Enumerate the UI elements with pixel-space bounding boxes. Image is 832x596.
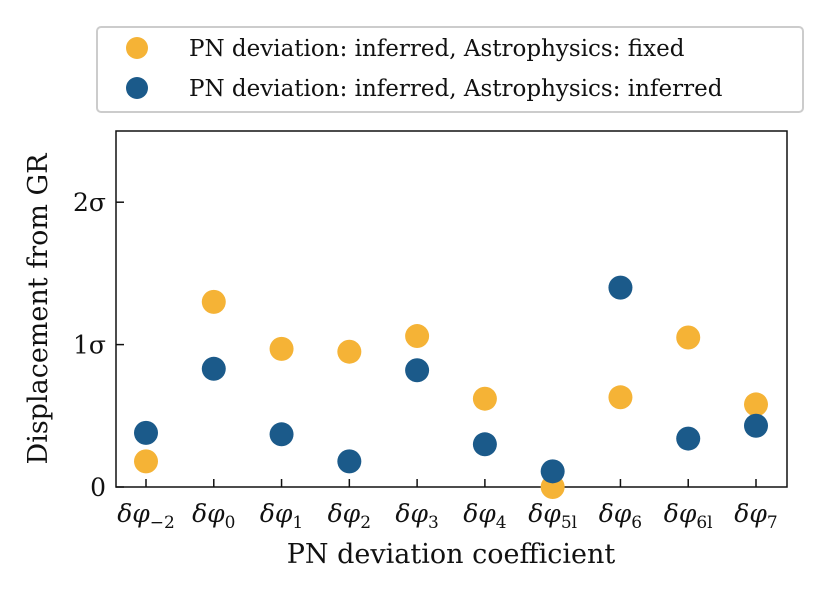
x-tick-label-symbol: δφ xyxy=(395,499,428,528)
point-astro-inferred xyxy=(676,426,701,451)
x-tick-label-subscript: 7 xyxy=(767,513,778,533)
point-astro-fixed xyxy=(337,339,362,364)
legend: PN deviation: inferred, Astrophysics: fi… xyxy=(96,26,804,113)
x-axis-label: PN deviation coefficient xyxy=(287,539,616,570)
y-axis: 0 1σ 2σ xyxy=(73,188,124,502)
point-astro-fixed xyxy=(405,324,430,349)
x-tick-label-subscript: 1 xyxy=(292,513,303,533)
y-tick-label: 1σ xyxy=(73,331,106,360)
legend-marker-fixed xyxy=(126,37,148,59)
x-tick-label: δφ3 xyxy=(395,499,438,533)
x-tick-label-subscript: 6 xyxy=(631,513,642,533)
legend-frame xyxy=(96,26,804,113)
x-tick-label: δφ2 xyxy=(328,499,371,533)
point-astro-inferred xyxy=(472,432,497,457)
point-astro-fixed xyxy=(676,325,701,350)
x-tick-label-subscript: 5l xyxy=(561,513,577,533)
point-astro-inferred xyxy=(134,420,158,445)
x-tick-label: δφ4 xyxy=(463,499,506,533)
x-tick-label: δφ6 xyxy=(599,499,642,533)
x-tick-label: δφ0 xyxy=(192,499,235,533)
x-tick-label-symbol: δφ xyxy=(528,499,561,528)
point-astro-inferred xyxy=(405,358,430,383)
x-tick-label-subscript: −2 xyxy=(150,513,175,533)
point-astro-inferred xyxy=(201,356,226,381)
point-astro-fixed xyxy=(608,385,633,410)
x-tick-label-subscript: 4 xyxy=(496,513,507,533)
y-tick-label: 2σ xyxy=(73,188,106,217)
x-tick-label-symbol: δφ xyxy=(599,499,632,528)
point-astro-inferred xyxy=(744,413,768,438)
x-tick-label: δφ5l xyxy=(528,499,577,533)
data-points xyxy=(134,275,768,499)
x-tick-label-symbol: δφ xyxy=(328,499,361,528)
x-tick-label-symbol: δφ xyxy=(260,499,293,528)
x-axis: δφ−2 δφ0 δφ1 δφ2 δφ3 δφ4 δφ5l δφ6 δφ6l δφ7 xyxy=(117,479,778,533)
x-tick-label-symbol: δφ xyxy=(734,499,767,528)
legend-label-fixed: PN deviation: inferred, Astrophysics: fi… xyxy=(189,36,685,62)
point-astro-fixed xyxy=(201,289,226,314)
x-tick-label-subscript: 0 xyxy=(225,513,236,533)
point-astro-fixed xyxy=(744,392,768,417)
x-tick-label-symbol: δφ xyxy=(117,499,150,528)
x-tick-label-subscript: 3 xyxy=(428,513,439,533)
point-astro-fixed xyxy=(134,449,158,474)
y-axis-label: Displacement from GR xyxy=(23,153,54,465)
point-astro-fixed xyxy=(472,386,497,411)
x-tick-label: δφ7 xyxy=(734,499,777,533)
plot-area xyxy=(115,130,788,488)
x-tick-label-subscript: 6l xyxy=(696,513,712,533)
x-tick-label: δφ1 xyxy=(260,499,303,533)
point-astro-inferred xyxy=(540,459,565,484)
x-tick-label: δφ6l xyxy=(664,499,713,533)
point-astro-inferred xyxy=(269,422,294,447)
point-astro-inferred xyxy=(608,275,633,300)
point-astro-fixed xyxy=(269,336,294,361)
legend-label-inferred: PN deviation: inferred, Astrophysics: in… xyxy=(189,76,723,102)
legend-marker-inferred xyxy=(126,77,148,99)
x-tick-label-symbol: δφ xyxy=(192,499,225,528)
x-tick-label-symbol: δφ xyxy=(664,499,697,528)
x-tick-label: δφ−2 xyxy=(117,499,175,533)
y-tick-label: 0 xyxy=(90,473,106,502)
point-astro-inferred xyxy=(337,449,362,474)
x-tick-label-symbol: δφ xyxy=(463,499,496,528)
x-tick-label-subscript: 2 xyxy=(360,513,371,533)
